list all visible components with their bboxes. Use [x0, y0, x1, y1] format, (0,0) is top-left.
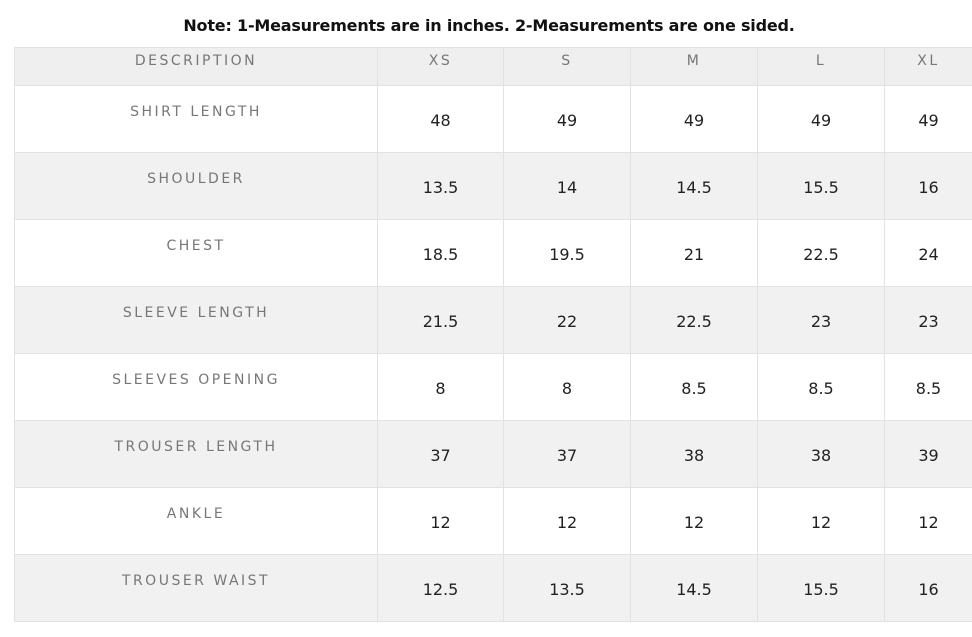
- table-row: SHOULDER 13.5 14 14.5 15.5 16: [14, 152, 972, 220]
- value-cell: 12: [630, 487, 758, 555]
- description-cell: TROUSER WAIST: [14, 554, 378, 622]
- table-row: CHEST 18.5 19.5 21 22.5 24: [14, 219, 972, 287]
- value-cell: 13.5: [503, 554, 631, 622]
- value-cell: 12: [757, 487, 885, 555]
- value-cell: 12.5: [377, 554, 504, 622]
- value-cell: 24: [884, 219, 972, 287]
- table-row: TROUSER LENGTH 37 37 38 38 39: [14, 420, 972, 488]
- value-cell: 48: [377, 85, 504, 153]
- value-cell: 15.5: [757, 152, 885, 220]
- value-cell: 37: [503, 420, 631, 488]
- value-cell: 23: [757, 286, 885, 354]
- value-cell: 18.5: [377, 219, 504, 287]
- size-table: DESCRIPTION XS S M L XL SHIRT LENGTH 48 49 49 49 4…: [14, 47, 972, 622]
- value-cell: 14.5: [630, 152, 758, 220]
- value-cell: 49: [757, 85, 885, 153]
- value-cell: 22.5: [630, 286, 758, 354]
- description-cell: SLEEVES OPENING: [14, 353, 378, 421]
- value-cell: 12: [884, 487, 972, 555]
- value-cell: 8.5: [884, 353, 972, 421]
- description-cell: TROUSER LENGTH: [14, 420, 378, 488]
- value-cell: 39: [884, 420, 972, 488]
- header-cell: DESCRIPTION: [14, 47, 378, 86]
- description-cell: SLEEVE LENGTH: [14, 286, 378, 354]
- description-cell: ANKLE: [14, 487, 378, 555]
- description-cell: CHEST: [14, 219, 378, 287]
- value-cell: 15.5: [757, 554, 885, 622]
- value-cell: 23: [884, 286, 972, 354]
- value-cell: 14.5: [630, 554, 758, 622]
- header-cell: L: [757, 47, 885, 86]
- value-cell: 49: [503, 85, 631, 153]
- header-cell: S: [503, 47, 631, 86]
- header-cell: XS: [377, 47, 504, 86]
- value-cell: 8.5: [757, 353, 885, 421]
- value-cell: 21.5: [377, 286, 504, 354]
- value-cell: 16: [884, 554, 972, 622]
- value-cell: 13.5: [377, 152, 504, 220]
- value-cell: 14: [503, 152, 631, 220]
- value-cell: 8.5: [630, 353, 758, 421]
- value-cell: 22.5: [757, 219, 885, 287]
- value-cell: 12: [377, 487, 504, 555]
- table-row: TROUSER WAIST 12.5 13.5 14.5 15.5 16: [14, 554, 972, 622]
- description-cell: SHIRT LENGTH: [14, 85, 378, 153]
- value-cell: 37: [377, 420, 504, 488]
- value-cell: 22: [503, 286, 631, 354]
- note: Note: 1-Measurements are in inches. 2-Me…: [183, 16, 795, 35]
- table-row: SLEEVES OPENING 8 8 8.5 8.5 8.5: [14, 353, 972, 421]
- value-cell: 16: [884, 152, 972, 220]
- value-cell: 49: [884, 85, 972, 153]
- value-cell: 12: [503, 487, 631, 555]
- table-row: SHIRT LENGTH 48 49 49 49 49: [14, 85, 972, 153]
- table-row: SLEEVE LENGTH 21.5 22 22.5 23 23: [14, 286, 972, 354]
- header-cell: M: [630, 47, 758, 86]
- value-cell: 38: [757, 420, 885, 488]
- value-cell: 49: [630, 85, 758, 153]
- value-cell: 8: [503, 353, 631, 421]
- value-cell: 8: [377, 353, 504, 421]
- value-cell: 19.5: [503, 219, 631, 287]
- description-cell: SHOULDER: [14, 152, 378, 220]
- value-cell: 21: [630, 219, 758, 287]
- header-cell: XL: [884, 47, 972, 86]
- value-cell: 38: [630, 420, 758, 488]
- header-row: DESCRIPTION XS S M L XL: [14, 47, 972, 86]
- table-row: ANKLE 12 12 12 12 12: [14, 487, 972, 555]
